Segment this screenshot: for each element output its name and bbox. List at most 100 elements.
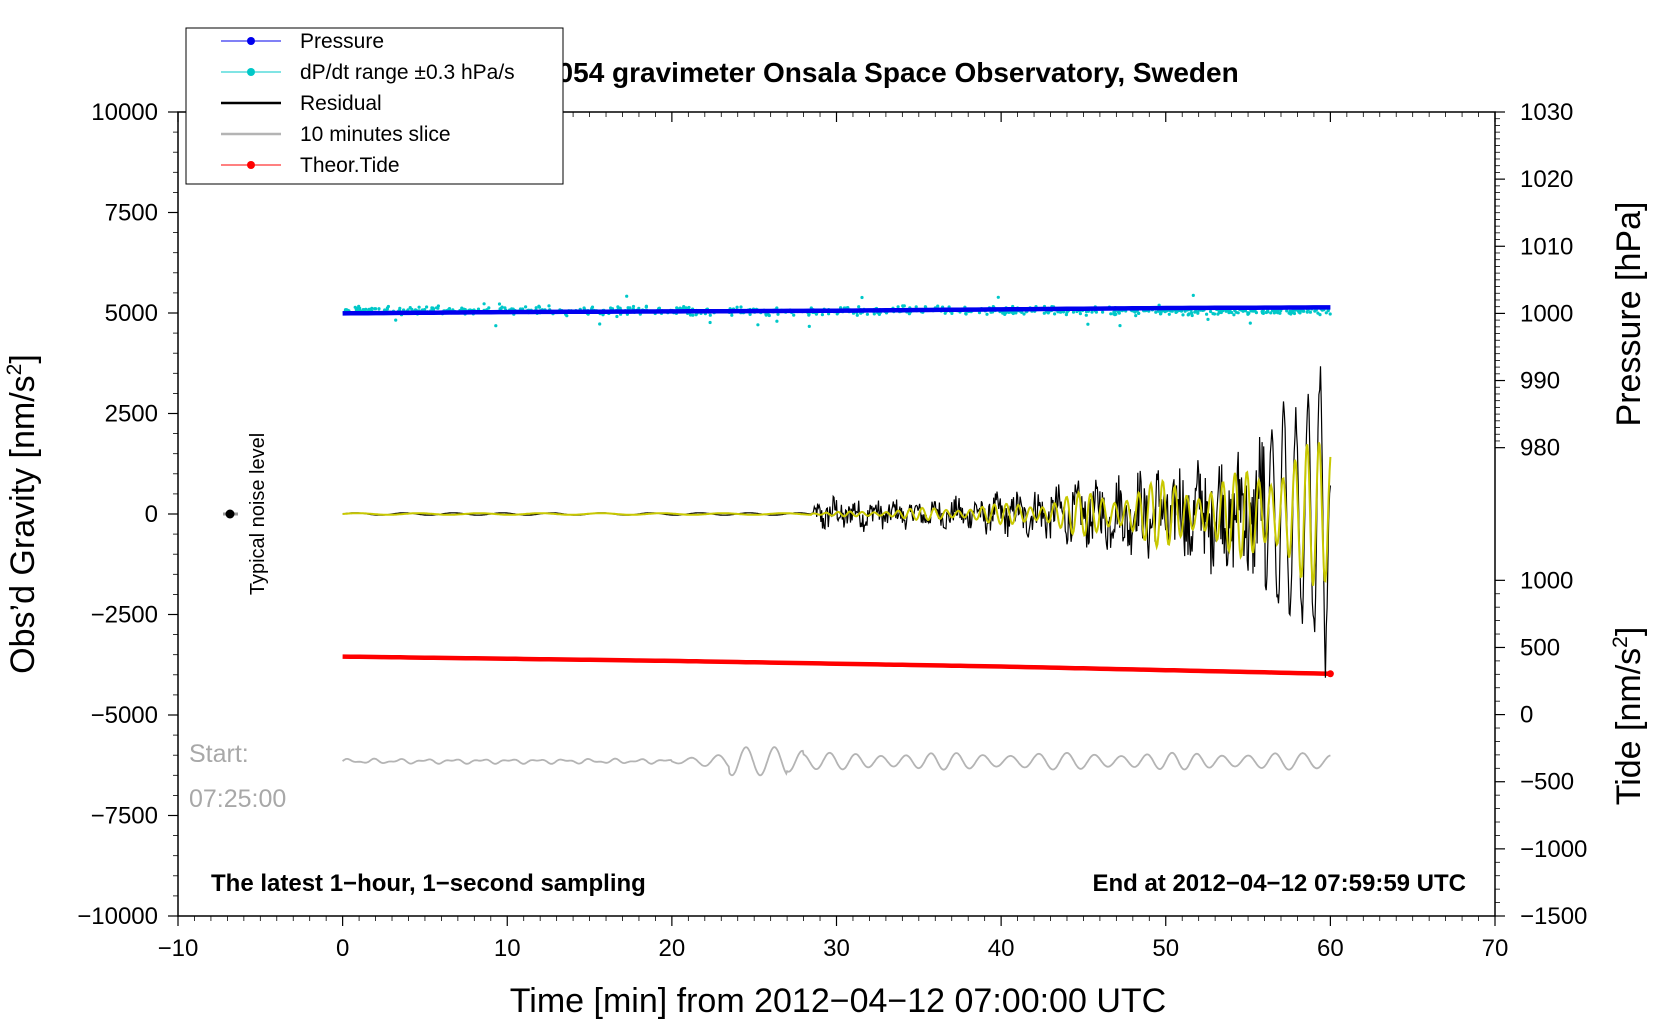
dpdt-point <box>1022 312 1026 316</box>
dpdt-point <box>896 305 900 309</box>
dpdt-point <box>609 306 613 310</box>
y-tick-label-left: 2500 <box>105 401 158 428</box>
dpdt-point <box>1191 293 1195 297</box>
dpdt-point <box>1101 310 1105 314</box>
y-tick-label-pressure: 990 <box>1520 368 1560 395</box>
pressure-series-line <box>342 305 1331 316</box>
dpdt-point <box>1230 310 1234 315</box>
legend-label-dpdt: dP/dt range ±0.3 hPa/s <box>300 61 515 84</box>
dpdt-point <box>923 305 928 309</box>
dpdt-point <box>914 305 918 309</box>
dpdt-point <box>835 312 839 316</box>
dpdt-point <box>590 305 595 309</box>
dpdt-point <box>964 312 968 316</box>
x-axis-label: Time [min] from 2012−04−12 07:00:00 UTC <box>510 982 1166 1020</box>
dpdt-point <box>687 306 691 310</box>
dpdt-point <box>1234 310 1238 314</box>
y-tick-label-left: 5000 <box>105 300 158 327</box>
dpdt-point <box>1046 311 1050 315</box>
legend-entry-residual: Residual <box>221 92 382 115</box>
dpdt-point <box>708 313 712 317</box>
dpdt-point <box>1205 312 1209 316</box>
dpdt-point <box>1053 312 1057 316</box>
dpdt-point <box>735 305 739 309</box>
dpdt-point <box>855 313 859 317</box>
dpdt-point <box>1170 309 1174 313</box>
dpdt-point <box>537 305 542 309</box>
dpdt-point <box>776 312 780 316</box>
dpdt-point <box>637 306 641 310</box>
dpdt-point <box>1078 312 1082 316</box>
dpdt-point <box>498 307 502 311</box>
dpdt-point <box>1276 311 1280 315</box>
x-tick-label: 50 <box>1152 935 1179 962</box>
dpdt-point <box>739 305 743 309</box>
legend-entry-tide: Theor.Tide <box>221 154 400 177</box>
y-tick-label-left: −2500 <box>91 602 158 629</box>
dpdt-point <box>1181 313 1185 317</box>
x-tick-label: 0 <box>336 935 349 962</box>
dpdt-point <box>628 306 632 310</box>
tide-series-end-point <box>1326 670 1334 678</box>
dpdt-point <box>950 311 954 315</box>
y-axis-label-tide: Tide [nm/s2] <box>1609 627 1648 806</box>
dpdt-point <box>1261 311 1265 315</box>
dpdt-point <box>1232 313 1236 317</box>
series-layer <box>342 293 1334 777</box>
dpdt-point <box>436 306 440 310</box>
dpdt-point <box>1064 313 1068 317</box>
tide-series-line <box>342 654 1331 677</box>
noise-level-label: Typical noise level <box>247 433 269 595</box>
legend-marker-tide <box>247 161 255 169</box>
dpdt-point <box>901 304 905 308</box>
dpdt-point <box>1042 311 1046 315</box>
chart-title: SCG_054 gravimeter Onsala Space Observat… <box>481 57 1238 88</box>
legend: Pressure dP/dt range ±0.3 hPa/s Residual… <box>185 27 564 185</box>
dpdt-point <box>1003 312 1007 316</box>
legend-marker-pressure <box>247 37 255 45</box>
dpdt-point <box>625 294 629 298</box>
dpdt-point <box>1269 311 1273 315</box>
dpdt-point <box>1186 313 1190 317</box>
y-axis-label-tide-sup: 2 <box>1609 636 1632 648</box>
dpdt-point <box>1059 310 1063 314</box>
y-tick-label-left: 7500 <box>105 200 158 227</box>
dpdt-point <box>675 306 679 310</box>
dpdt-point <box>1090 310 1094 314</box>
dpdt-point <box>820 313 825 317</box>
legend-entry-dpdt: dP/dt range ±0.3 hPa/s <box>221 61 515 84</box>
y-axis-label-tide-close: ] <box>1610 627 1648 636</box>
dpdt-point <box>865 312 870 316</box>
dpdt-point <box>1285 309 1289 313</box>
dpdt-point <box>807 324 811 328</box>
dpdt-point <box>1249 309 1253 313</box>
residual-series-line <box>342 366 1331 678</box>
y-tick-label-tide: −1000 <box>1520 836 1587 863</box>
dpdt-point <box>497 302 502 306</box>
dpdt-point <box>1301 309 1305 313</box>
y-tick-label-tide: 1000 <box>1520 567 1573 594</box>
dpdt-point <box>377 307 381 311</box>
dpdt-point <box>417 305 421 309</box>
y-axis-label-left-sup: 2 <box>3 364 26 376</box>
x-tick-label: 70 <box>1482 935 1509 962</box>
dpdt-point <box>1209 309 1213 314</box>
dpdt-point <box>767 313 771 318</box>
x-tick-label: 10 <box>494 935 521 962</box>
dpdt-point <box>1084 313 1088 317</box>
dpdt-point <box>476 307 481 311</box>
slice-series-line <box>342 746 1331 777</box>
dpdt-point <box>1190 311 1194 315</box>
tick-layer: −10 0 10 20 30 40 50 60 70100007500500025000−250… <box>77 99 1587 962</box>
dpdt-point <box>547 304 551 308</box>
dpdt-point <box>345 308 349 312</box>
dpdt-point <box>1020 310 1024 314</box>
dpdt-point <box>1206 317 1210 321</box>
dpdt-point <box>1190 313 1194 318</box>
dpdt-point <box>730 313 734 317</box>
y-tick-label-pressure: 980 <box>1520 435 1560 462</box>
dpdt-point <box>394 318 398 322</box>
y-tick-label-left: 0 <box>145 501 158 528</box>
dpdt-point <box>534 306 538 310</box>
